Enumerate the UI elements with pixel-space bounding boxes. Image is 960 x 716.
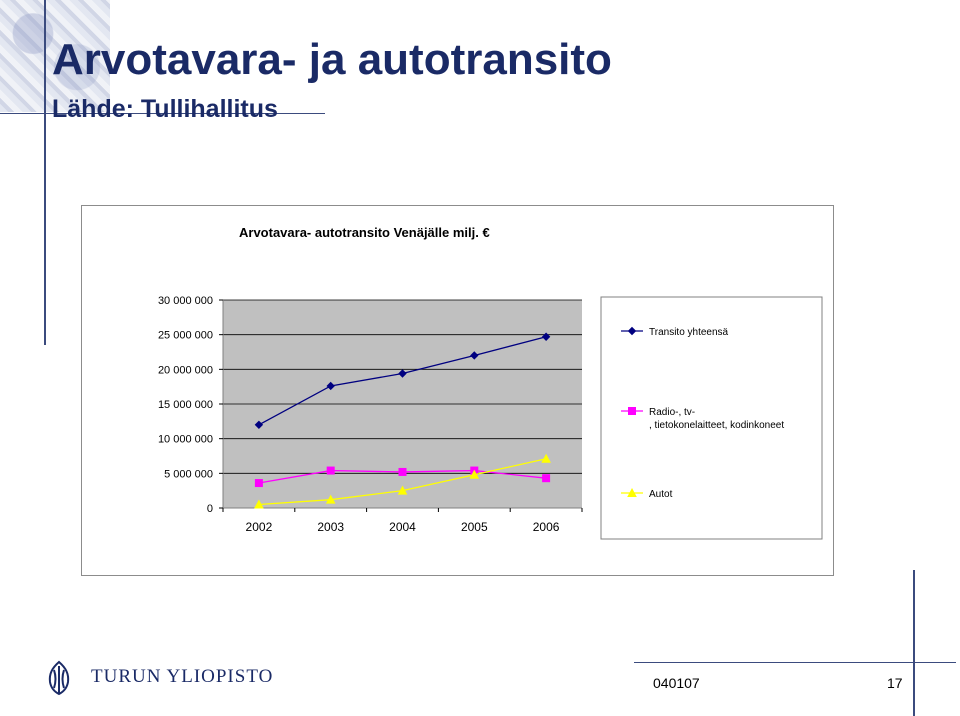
university-name: TURUN YLIOPISTO (91, 666, 274, 687)
data-point (326, 466, 335, 475)
y-tick-label: 20 000 000 (158, 364, 213, 376)
line-chart: Arvotavara- autotransito Venäjälle milj.… (158, 225, 823, 540)
data-point (469, 469, 480, 479)
data-point (254, 420, 264, 430)
footer-vertical-line (913, 570, 915, 716)
legend-marker (627, 487, 637, 497)
series-layer (254, 332, 551, 509)
legend-label: Radio-, tv-, tietokonelaitteet, kodinkon… (649, 407, 784, 431)
university-emblem-icon (48, 660, 70, 696)
footer-horizontal-line (634, 662, 956, 663)
y-tick-label: 25 000 000 (158, 330, 213, 342)
footer-code: 040107 (653, 675, 700, 691)
legend-item-2: Radio-, tv-, tietokonelaitteet, kodinkon… (621, 407, 784, 431)
x-tick-label: 2005 (461, 520, 488, 534)
corner-decoration (0, 0, 110, 112)
y-tick-label: 5 000 000 (164, 468, 213, 480)
data-point (325, 494, 336, 504)
page-number: 17 (887, 675, 903, 691)
data-point (326, 381, 335, 391)
data-point (541, 453, 551, 463)
data-point (542, 474, 551, 483)
x-tick-label: 2006 (533, 520, 560, 534)
legend-box (600, 296, 823, 540)
legend-label: Autot (649, 489, 673, 500)
slide-title: Arvotavara- ja autotransito (52, 35, 612, 84)
data-point (254, 499, 264, 509)
y-tick-label: 0 (207, 503, 213, 515)
legend: Transito yhteensä Radio-, tv-, tietokonel… (621, 326, 784, 500)
legend-marker (628, 407, 636, 415)
legend-item-1: Transito yhteensä (621, 326, 729, 338)
data-point (541, 332, 551, 341)
data-point (254, 479, 263, 488)
left-divider-line (44, 0, 46, 345)
series-3 (254, 453, 551, 509)
data-point (398, 467, 407, 476)
x-tick-label: 2003 (317, 520, 344, 534)
legend-item-3: Autot (621, 487, 673, 500)
y-tick-label: 15 000 000 (158, 399, 213, 411)
legend-label: Transito yhteensä (649, 327, 729, 338)
slide-subtitle: Lähde: Tullihallitus (52, 95, 278, 123)
x-tick-label: 2002 (246, 520, 273, 534)
data-point (470, 351, 479, 360)
y-axis: 0 5 000 000 10 000 000 15 000 000 20 000 000… (158, 295, 223, 515)
title-underline (0, 113, 325, 114)
chart-frame: Arvotavara- autotransito Venäjälle milj.… (81, 205, 834, 576)
y-tick-label: 30 000 000 (158, 295, 213, 307)
x-axis: 2002 2003 2004 2005 2006 (222, 508, 583, 534)
legend-marker (627, 326, 637, 336)
y-tick-label: 10 000 000 (158, 434, 213, 446)
series-1 (254, 332, 551, 430)
data-point (397, 485, 408, 495)
chart-title: Arvotavara- autotransito Venäjälle milj.… (239, 225, 490, 240)
data-point (398, 369, 407, 378)
x-tick-label: 2004 (389, 520, 416, 534)
